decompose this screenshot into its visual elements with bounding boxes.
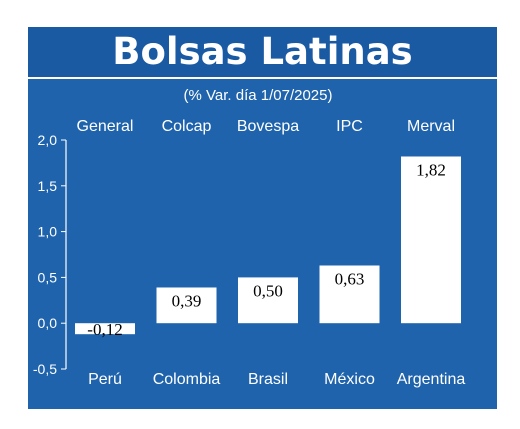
index-name-label: IPC — [336, 118, 363, 135]
bar-value-label: 1,82 — [416, 160, 446, 179]
index-name-label: Bovespa — [237, 118, 299, 135]
title-band: Bolsas Latinas — [28, 27, 497, 79]
bar-0 — [75, 323, 135, 335]
chart-title: Bolsas Latinas — [112, 30, 413, 73]
y-tick-label: 0,5 — [38, 269, 58, 285]
index-name-label: Merval — [407, 118, 455, 135]
y-tick-label: 0,0 — [38, 315, 58, 331]
bar-4 — [401, 156, 461, 324]
bar-1 — [156, 287, 217, 324]
bar-value-label: 0,50 — [253, 281, 283, 300]
bar-value-label: -0,12 — [87, 320, 122, 339]
index-name-label: Colcap — [162, 118, 212, 135]
country-label: Colombia — [153, 371, 221, 388]
bar-value-label: 0,39 — [172, 291, 202, 310]
country-label: Perú — [88, 371, 122, 388]
country-label: México — [324, 371, 375, 388]
y-tick-label: 2,0 — [38, 132, 58, 148]
bar-3 — [319, 265, 380, 324]
y-tick-label: 1,0 — [38, 224, 58, 240]
bar-value-label: 0,63 — [335, 269, 365, 288]
y-tick-label: -0,5 — [33, 361, 57, 377]
bar-2 — [238, 277, 298, 324]
country-label: Brasil — [248, 371, 288, 388]
chart-subtitle: (% Var. día 1/07/2025) — [184, 87, 333, 104]
y-tick-label: 1,5 — [38, 178, 58, 194]
country-label: Argentina — [397, 371, 466, 388]
index-name-label: General — [77, 118, 134, 135]
